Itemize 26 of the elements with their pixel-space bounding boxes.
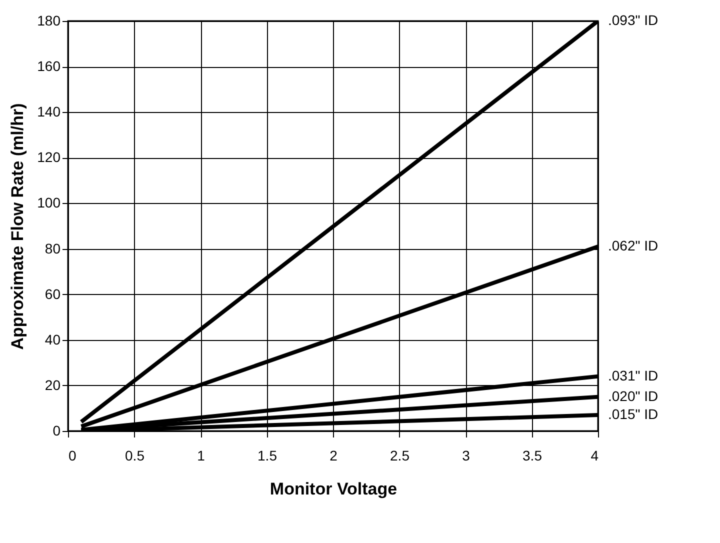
series-label: .031" ID xyxy=(608,367,658,384)
y-tick-label: 60 xyxy=(44,286,61,302)
x-tick-label: 0.5 xyxy=(125,448,145,464)
series-label: .093" ID xyxy=(608,12,658,28)
x-tick-label: 2 xyxy=(330,448,338,464)
series-label: .020" ID xyxy=(608,388,658,404)
series-label: .062" ID xyxy=(608,238,658,254)
y-tick-label: 180 xyxy=(37,12,61,28)
series-label: .015" ID xyxy=(608,406,658,422)
x-tick-label: 1 xyxy=(197,448,206,464)
y-tick-label: 80 xyxy=(44,240,61,256)
x-tick-label: 4 xyxy=(590,448,599,464)
y-axis-title: Approximate Flow Rate (ml/hr) xyxy=(8,103,28,350)
y-tick-label: 40 xyxy=(44,331,61,348)
x-tick-label: 3.5 xyxy=(522,448,542,464)
x-tick-label: 0 xyxy=(68,448,76,464)
y-tick-label: 160 xyxy=(37,58,61,74)
x-tick-label: 3 xyxy=(462,448,470,464)
y-tick-label: 20 xyxy=(44,376,61,393)
y-tick-label: 140 xyxy=(37,104,61,120)
y-tick-label: 100 xyxy=(37,194,61,211)
x-tick-label: 2.5 xyxy=(390,448,410,464)
y-tick-label: 120 xyxy=(37,149,61,166)
y-tick-label: 0 xyxy=(52,422,61,438)
x-axis-title: Monitor Voltage xyxy=(270,480,398,498)
x-tick-label: 1.5 xyxy=(258,448,278,464)
